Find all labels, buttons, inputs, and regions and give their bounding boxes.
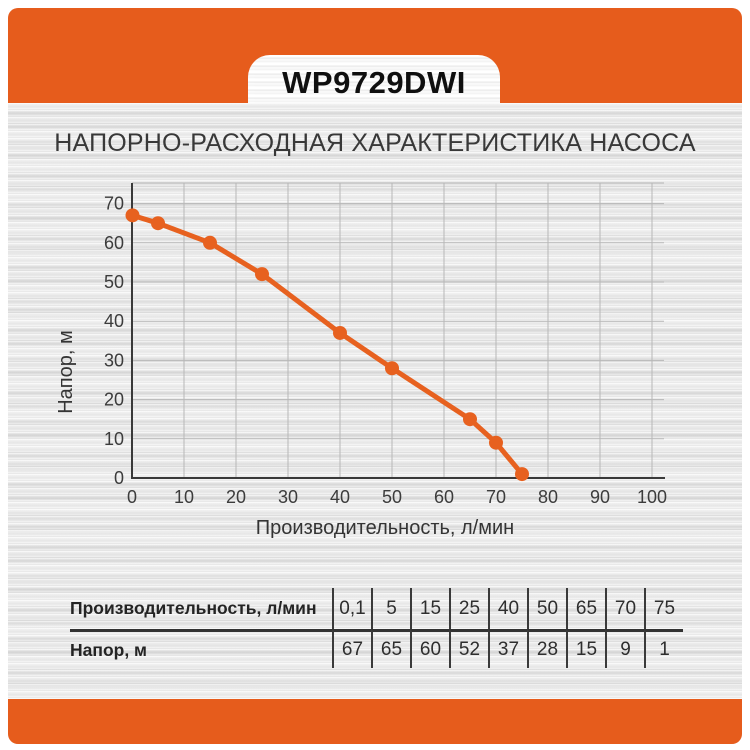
table-cell: 40 — [488, 588, 527, 629]
table-cell: 65 — [371, 629, 410, 668]
table-cell: 67 — [332, 629, 371, 668]
table-cell: 52 — [449, 629, 488, 668]
table-cell: 60 — [410, 629, 449, 668]
table-cell: 15 — [410, 588, 449, 629]
table-cell: 37 — [488, 629, 527, 668]
table-cell: 5 — [371, 588, 410, 629]
chart-title: НАПОРНО-РАСХОДНАЯ ХАРАКТЕРИСТИКА НАСОСА — [54, 129, 696, 157]
table-cell: 28 — [527, 629, 566, 668]
product-card: WP9729DWI НАПОРНО-РАСХОДНАЯ ХАРАКТЕРИСТИ… — [8, 8, 742, 744]
table-cell: 75 — [644, 588, 683, 629]
table-cell: 25 — [449, 588, 488, 629]
model-name: WP9729DWI — [282, 65, 466, 100]
table-cell: 0,1 — [332, 588, 371, 629]
table-cell: 15 — [566, 629, 605, 668]
table-cell: 65 — [566, 588, 605, 629]
footer-band — [8, 699, 742, 744]
performance-table: Производительность, л/мин 0,1 5 15 25 40 50 65 7… — [70, 588, 683, 668]
model-tab: WP9729DWI — [248, 55, 500, 103]
table-cell: 70 — [605, 588, 644, 629]
table-cell: 1 — [644, 629, 683, 668]
table-row-label: Производительность, л/мин — [70, 598, 317, 618]
table-cell: 9 — [605, 629, 644, 668]
table-row-label: Напор, м — [70, 629, 332, 668]
table-cell: 50 — [527, 588, 566, 629]
